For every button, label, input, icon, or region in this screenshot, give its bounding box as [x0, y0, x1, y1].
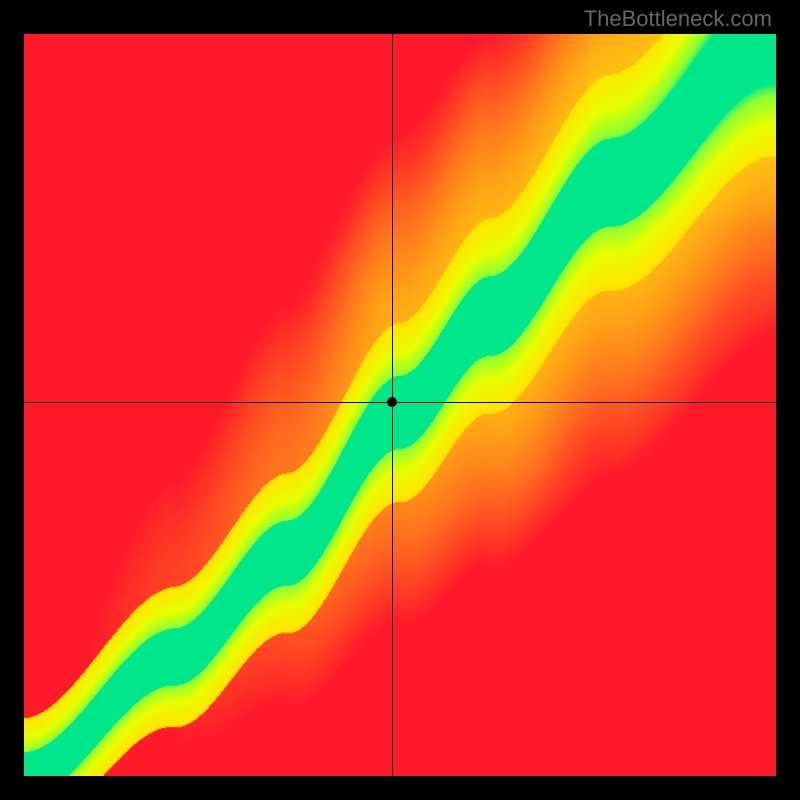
heatmap-canvas	[24, 34, 776, 776]
chart-container: TheBottleneck.com	[0, 0, 800, 800]
plot-area	[24, 34, 776, 776]
crosshair-horizontal	[24, 402, 776, 403]
watermark-text: TheBottleneck.com	[584, 6, 772, 32]
crosshair-marker	[387, 397, 397, 407]
